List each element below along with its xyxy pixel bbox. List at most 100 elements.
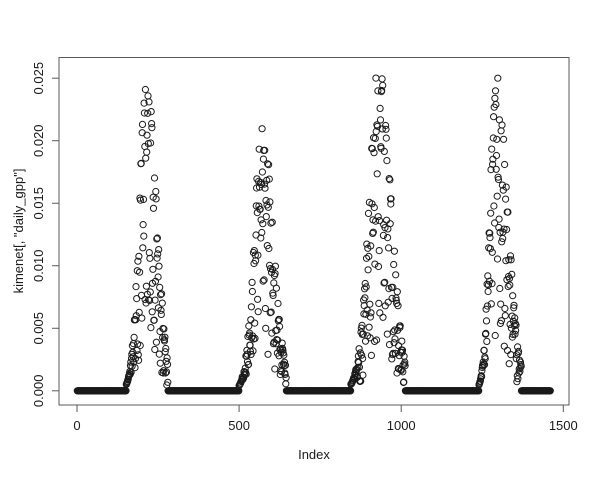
data-point (355, 358, 363, 366)
data-point (497, 300, 505, 308)
data-point (282, 380, 290, 388)
data-point (276, 322, 284, 331)
data-point (381, 278, 389, 286)
data-point (490, 113, 498, 121)
data-point (385, 244, 393, 252)
data-point (148, 120, 156, 128)
y-axis-label: kimenet[, "daily_gpp"] (11, 169, 26, 294)
data-point (483, 337, 491, 345)
data-point (157, 306, 165, 314)
data-point (379, 231, 387, 239)
data-point (509, 292, 517, 300)
data-point (389, 328, 397, 336)
data-point (401, 362, 409, 370)
data-point (255, 145, 263, 153)
data-point (510, 301, 518, 309)
data-point (382, 121, 390, 130)
data-point (262, 213, 270, 221)
data-point (268, 218, 276, 226)
data-point (249, 347, 257, 355)
data-point (133, 295, 141, 303)
data-point (491, 219, 499, 227)
data-point (497, 127, 505, 135)
data-point (361, 285, 369, 293)
data-point (507, 256, 515, 264)
data-point (147, 139, 155, 147)
data-point (376, 104, 384, 113)
data-point (483, 302, 491, 310)
data-point (151, 296, 159, 304)
x-tick-label: 0 (73, 418, 80, 433)
data-point (378, 86, 386, 95)
data-point (362, 254, 371, 262)
data-point (492, 165, 500, 173)
data-point (242, 370, 250, 378)
data-point (501, 312, 509, 320)
data-point (258, 125, 266, 133)
data-point (376, 309, 384, 317)
data-point (506, 281, 514, 289)
data-point (515, 369, 523, 377)
data-point (507, 351, 515, 359)
data-point (384, 234, 392, 242)
data-point (155, 350, 163, 358)
data-point (138, 314, 146, 322)
data-point (241, 371, 249, 379)
data-point (278, 339, 286, 347)
data-point (371, 260, 379, 268)
x-axis-label: Index (298, 447, 330, 462)
data-points (73, 74, 554, 395)
data-point (388, 294, 396, 302)
data-point (151, 345, 159, 354)
data-point (254, 295, 262, 303)
y-tick-label: 0.025 (31, 62, 46, 95)
data-point (503, 346, 512, 354)
data-point (489, 155, 497, 163)
data-point (486, 229, 494, 237)
data-point (269, 289, 277, 297)
data-point (480, 346, 488, 354)
data-point (249, 332, 257, 340)
y-tick-label: 0.010 (31, 249, 46, 282)
data-point (266, 198, 274, 206)
data-point (488, 145, 496, 153)
data-point (516, 367, 524, 375)
data-point (371, 337, 379, 345)
data-point (478, 367, 486, 375)
data-point (271, 262, 279, 270)
data-point (256, 205, 264, 213)
data-point (153, 235, 161, 243)
data-point (262, 196, 270, 205)
data-point (282, 374, 290, 382)
data-point (373, 336, 381, 344)
x-tick-label: 500 (228, 418, 250, 433)
data-point (396, 322, 404, 330)
data-point (244, 332, 252, 341)
data-point (368, 145, 376, 153)
data-point (365, 252, 373, 260)
data-point (275, 315, 283, 324)
data-point (355, 345, 363, 353)
data-point (134, 351, 142, 359)
data-point (264, 160, 272, 168)
data-point (505, 256, 513, 264)
data-point (361, 279, 369, 288)
data-point (516, 358, 525, 366)
data-point (380, 279, 388, 287)
data-point (255, 202, 263, 210)
data-point (142, 154, 150, 162)
data-point (374, 87, 382, 95)
data-point (152, 187, 160, 196)
data-point (355, 363, 363, 371)
data-point (506, 252, 515, 260)
data-point (139, 221, 147, 229)
data-point (352, 366, 360, 374)
data-point (504, 208, 512, 216)
data-point (383, 157, 391, 165)
data-point (358, 321, 366, 329)
data-point (267, 308, 275, 316)
data-point (138, 120, 147, 129)
data-point (139, 195, 148, 203)
data-point (505, 360, 513, 368)
data-point (258, 168, 266, 176)
